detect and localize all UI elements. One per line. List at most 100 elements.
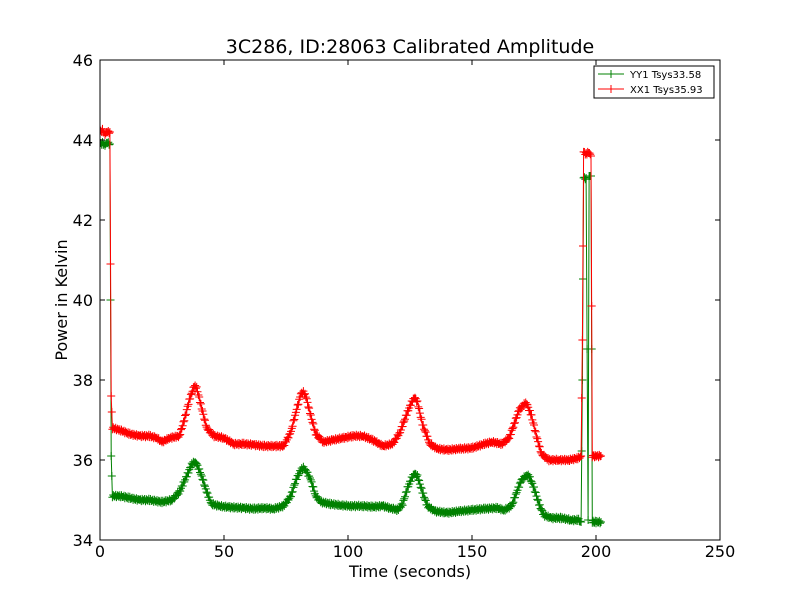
data-point bbox=[406, 477, 415, 486]
data-point bbox=[305, 472, 314, 481]
data-point bbox=[307, 477, 316, 486]
data-point bbox=[207, 429, 216, 438]
data-point bbox=[107, 472, 116, 480]
data-point bbox=[595, 450, 604, 459]
data-point bbox=[421, 496, 430, 505]
data-point bbox=[310, 426, 319, 435]
plot-area bbox=[100, 124, 605, 528]
data-point bbox=[534, 437, 543, 446]
data-point bbox=[287, 424, 296, 433]
data-point bbox=[107, 452, 116, 460]
legend-marker bbox=[607, 85, 615, 93]
data-point bbox=[530, 421, 538, 429]
data-point bbox=[414, 475, 423, 484]
data-point bbox=[530, 487, 539, 496]
data-point bbox=[525, 472, 534, 481]
data-point bbox=[529, 419, 538, 427]
data-point bbox=[580, 173, 589, 182]
data-point bbox=[107, 408, 116, 416]
data-point bbox=[105, 140, 114, 149]
data-point bbox=[182, 405, 191, 414]
data-point bbox=[301, 466, 310, 475]
data-point bbox=[414, 402, 423, 411]
data-point bbox=[577, 394, 586, 402]
data-point bbox=[413, 471, 422, 479]
data-point bbox=[203, 489, 212, 498]
data-point bbox=[289, 416, 298, 425]
data-point bbox=[399, 496, 408, 505]
data-point bbox=[292, 475, 301, 484]
data-point bbox=[530, 426, 539, 435]
series-1 bbox=[100, 138, 605, 528]
data-point bbox=[506, 502, 515, 511]
data-point bbox=[527, 477, 536, 486]
data-point bbox=[306, 411, 315, 419]
data-point bbox=[186, 394, 195, 403]
data-point bbox=[400, 417, 409, 425]
data-point bbox=[293, 401, 302, 409]
data-point bbox=[515, 479, 524, 488]
data-point bbox=[288, 422, 297, 431]
data-point bbox=[197, 472, 206, 480]
data-point bbox=[194, 391, 203, 399]
data-point bbox=[535, 500, 544, 509]
data-point bbox=[538, 506, 547, 515]
y-tick-label: 42 bbox=[73, 211, 93, 230]
data-point bbox=[400, 494, 409, 503]
data-point bbox=[105, 129, 114, 138]
data-point bbox=[532, 492, 541, 501]
data-point bbox=[198, 475, 207, 484]
data-point bbox=[306, 474, 314, 482]
data-point bbox=[302, 394, 311, 403]
data-point bbox=[187, 389, 196, 398]
data-point bbox=[513, 410, 522, 419]
data-point bbox=[509, 423, 518, 432]
data-point bbox=[536, 504, 545, 513]
data-point bbox=[309, 482, 318, 491]
data-point bbox=[415, 409, 424, 418]
data-point bbox=[586, 150, 595, 159]
data-point bbox=[416, 483, 425, 492]
data-point bbox=[398, 501, 407, 510]
data-point bbox=[421, 428, 430, 437]
data-point bbox=[178, 421, 187, 430]
data-point bbox=[420, 495, 429, 503]
data-point bbox=[535, 442, 543, 451]
data-point bbox=[284, 433, 293, 442]
data-point bbox=[278, 442, 287, 451]
data-point bbox=[186, 390, 195, 399]
data-point bbox=[577, 447, 586, 455]
data-point bbox=[180, 477, 189, 486]
data-point bbox=[291, 479, 300, 488]
data-point bbox=[195, 464, 204, 473]
data-point bbox=[584, 516, 593, 524]
data-point bbox=[506, 430, 515, 439]
data-point bbox=[505, 434, 514, 443]
data-point bbox=[420, 426, 429, 435]
data-point bbox=[508, 424, 517, 433]
data-point bbox=[294, 400, 303, 409]
legend-label: YY1 Tsys33.58 bbox=[629, 70, 701, 81]
data-point bbox=[402, 487, 411, 496]
data-point bbox=[179, 417, 188, 426]
data-point bbox=[532, 433, 541, 441]
data-point bbox=[201, 421, 210, 430]
data-point bbox=[536, 447, 545, 456]
x-tick-label: 100 bbox=[333, 542, 364, 561]
data-point bbox=[200, 481, 209, 489]
data-point bbox=[184, 400, 193, 409]
data-point bbox=[106, 260, 115, 268]
data-point bbox=[530, 483, 538, 491]
data-point bbox=[285, 494, 294, 503]
data-point bbox=[182, 472, 191, 481]
data-point bbox=[510, 419, 519, 428]
data-point bbox=[181, 411, 190, 420]
data-point bbox=[193, 461, 202, 470]
data-point bbox=[192, 382, 201, 391]
data-point bbox=[419, 489, 428, 498]
data-point bbox=[178, 482, 187, 490]
x-tick-label: 250 bbox=[705, 542, 736, 561]
data-point bbox=[577, 452, 586, 460]
data-point bbox=[412, 397, 421, 406]
